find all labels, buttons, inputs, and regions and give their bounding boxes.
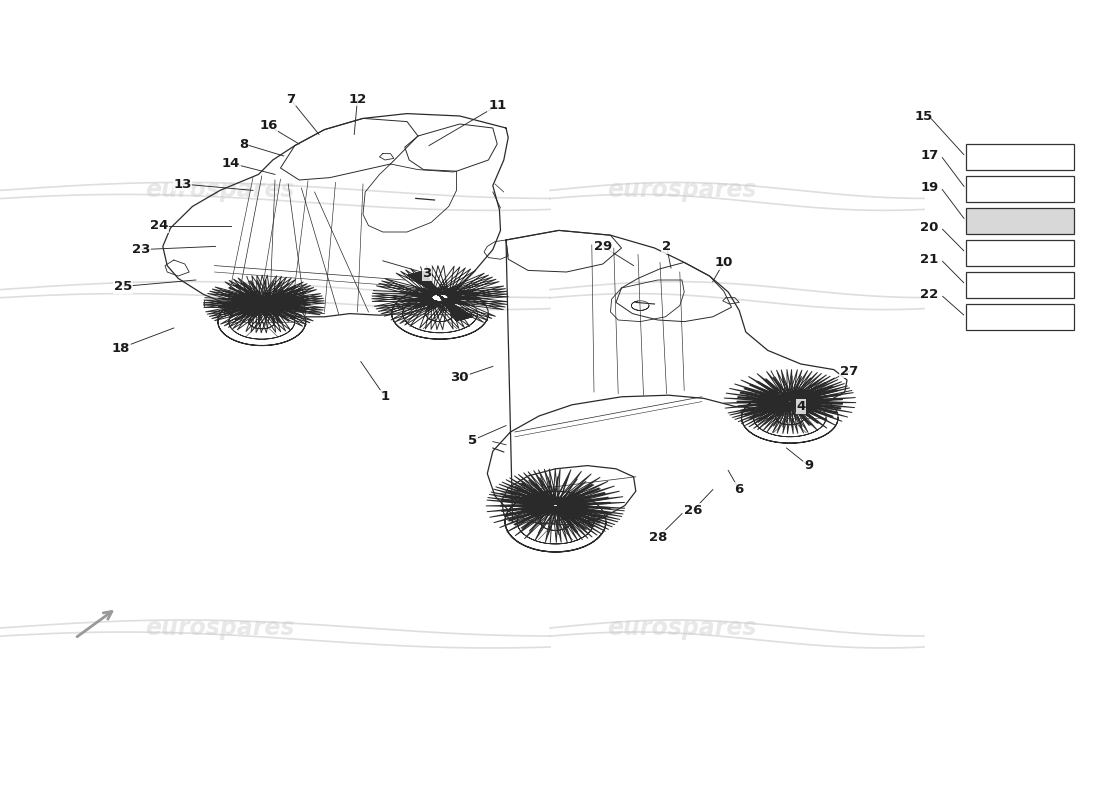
Text: 18: 18 [112, 342, 130, 354]
Text: 22: 22 [921, 288, 938, 301]
Bar [966, 304, 1074, 330]
Text: 30: 30 [451, 371, 469, 384]
Text: eurospares: eurospares [145, 178, 295, 202]
Bar [966, 176, 1074, 202]
Text: 19: 19 [921, 181, 938, 194]
Text: 20: 20 [921, 221, 938, 234]
Bar [966, 240, 1074, 266]
Text: 29: 29 [594, 240, 612, 253]
Text: 17: 17 [921, 149, 938, 162]
Text: 26: 26 [684, 504, 702, 517]
Text: 23: 23 [132, 243, 150, 256]
Text: 5: 5 [469, 434, 477, 446]
Text: 8: 8 [240, 138, 249, 150]
Bar [966, 272, 1074, 298]
Text: 7: 7 [286, 93, 295, 106]
Bar [966, 144, 1074, 170]
Text: 3: 3 [422, 267, 431, 280]
Text: 14: 14 [222, 157, 240, 170]
Text: 25: 25 [114, 280, 132, 293]
Text: 12: 12 [349, 93, 366, 106]
Text: 16: 16 [260, 119, 277, 132]
Text: 13: 13 [174, 178, 191, 190]
Text: 10: 10 [715, 256, 733, 269]
Text: 11: 11 [488, 99, 506, 112]
Text: eurospares: eurospares [145, 616, 295, 640]
Text: 2: 2 [662, 240, 671, 253]
Bar [966, 208, 1074, 234]
Text: 28: 28 [649, 531, 667, 544]
Text: 24: 24 [151, 219, 168, 232]
Text: 27: 27 [840, 365, 858, 378]
Text: eurospares: eurospares [607, 616, 757, 640]
Text: eurospares: eurospares [607, 178, 757, 202]
Text: 1: 1 [381, 390, 389, 403]
Text: 9: 9 [804, 459, 813, 472]
Text: 6: 6 [735, 483, 744, 496]
Text: 4: 4 [796, 400, 805, 413]
Text: 21: 21 [921, 253, 938, 266]
Text: 15: 15 [915, 110, 933, 123]
